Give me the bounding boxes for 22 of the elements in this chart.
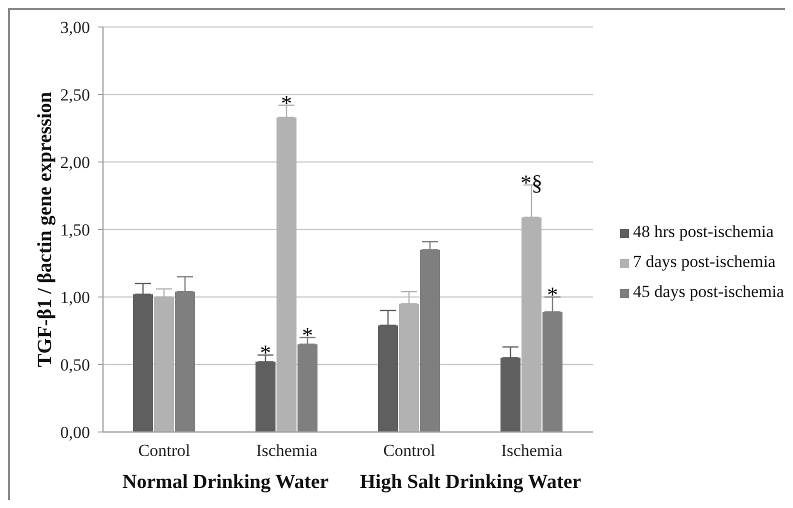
text: High Salt Drinking Water [360, 471, 582, 493]
data-label: * [281, 90, 292, 116]
x-tick-label: Ischemia [256, 441, 318, 460]
x-tick-label: Control [138, 441, 190, 460]
y-axis-title: TGF-β1 / βactin gene expression [34, 92, 56, 368]
y-tick-label: 2,50 [60, 86, 90, 105]
x-tick-label: Control [383, 441, 436, 460]
data-label: * [260, 340, 271, 366]
y-tick-label: 3,00 [60, 18, 90, 38]
legend-label: 48 hrs post-ischemia [633, 222, 774, 241]
y-tick-label: 1,50 [60, 220, 90, 240]
y-tick-label: 1,00 [60, 288, 90, 308]
x-tick-label: Ischemia [501, 441, 563, 460]
y-tick-label: 0,50 [60, 356, 90, 375]
data-label: * [302, 322, 313, 348]
data-label: * [547, 282, 558, 307]
legend-label: 45 days post-ischemia [633, 282, 784, 301]
y-tick-label: 2,00 [60, 153, 90, 172]
legend-label: 7 days post-ischemia [633, 252, 776, 271]
text: Normal Drinking Water [122, 471, 329, 493]
data-label: *§ [520, 170, 542, 195]
y-tick-label: 0,00 [60, 423, 90, 442]
